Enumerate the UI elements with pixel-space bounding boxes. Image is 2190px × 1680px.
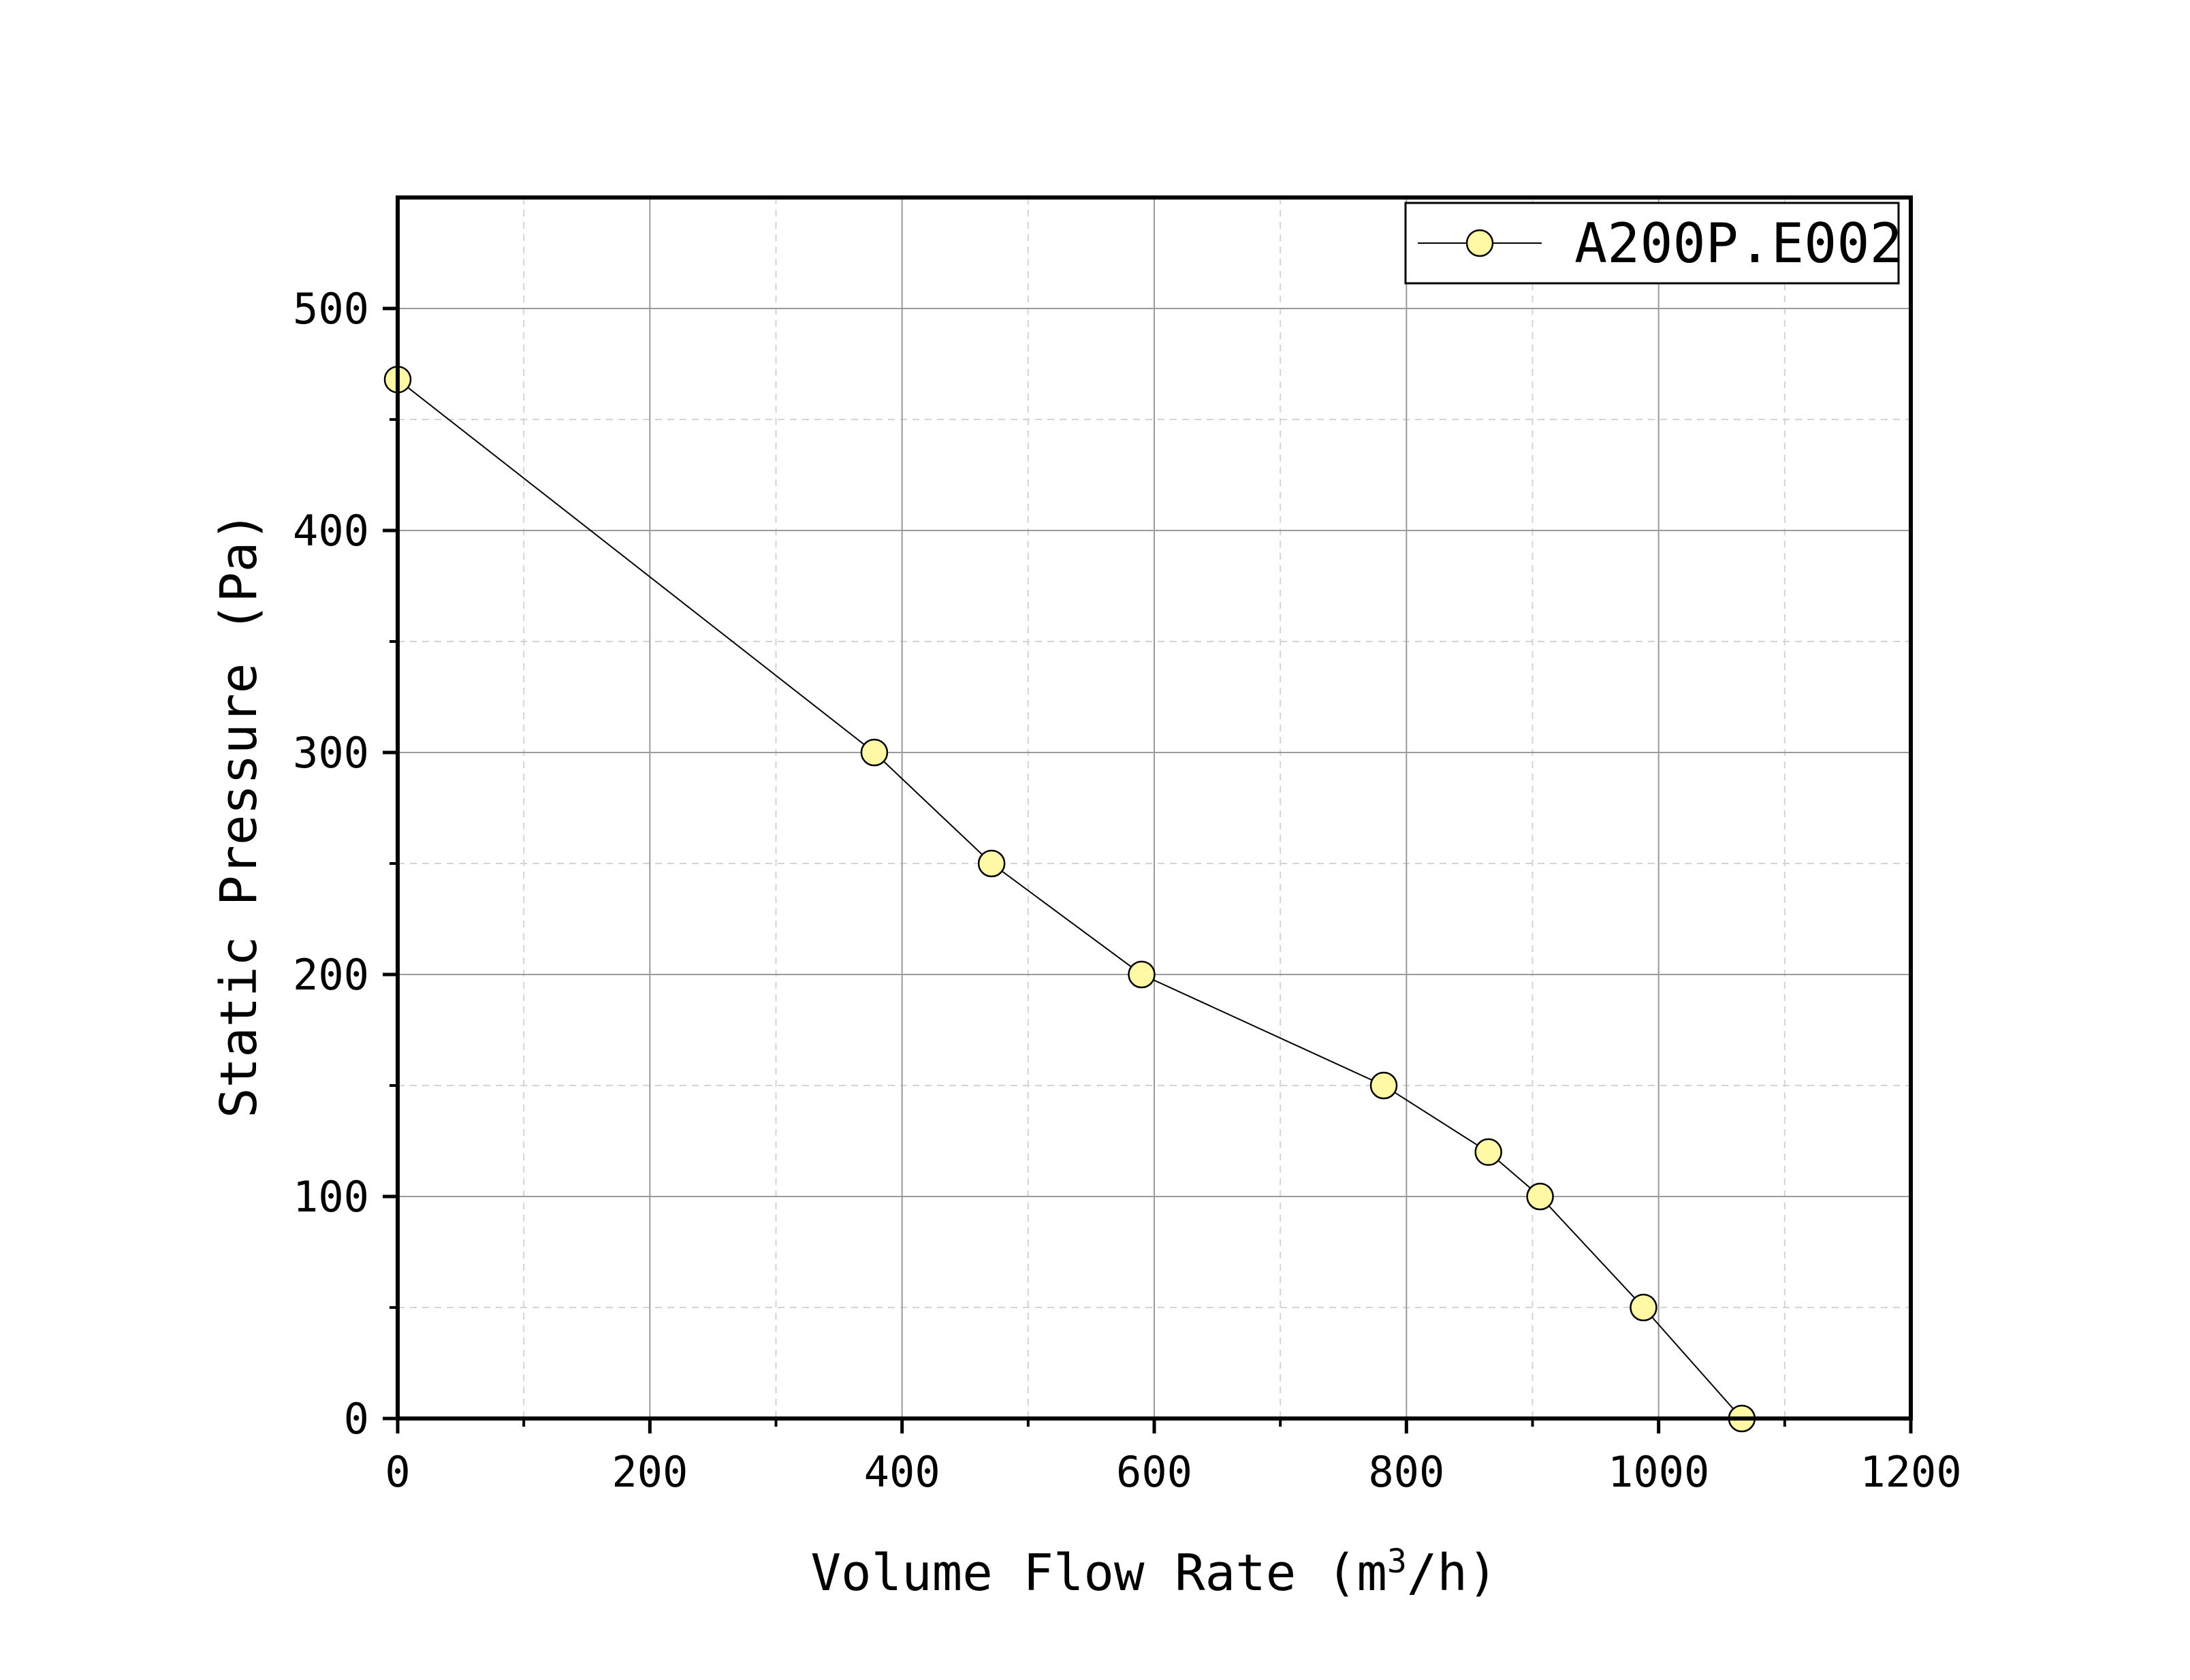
data-point bbox=[1526, 1182, 1554, 1211]
y-tick-label: 400 bbox=[293, 506, 369, 556]
y-tick-label: 500 bbox=[293, 284, 369, 334]
y-tick-label: 0 bbox=[344, 1394, 369, 1444]
data-point bbox=[1630, 1293, 1657, 1322]
series-layer bbox=[383, 366, 1756, 1433]
data-point bbox=[860, 738, 889, 767]
tick-labels: 0 200 400 600 800 1000 1200 0 100 200 300 400 500 bbox=[293, 284, 1962, 1497]
data-point bbox=[1369, 1071, 1398, 1100]
ticks bbox=[383, 306, 1913, 1433]
data-point bbox=[1474, 1138, 1502, 1167]
y-tick-label: 300 bbox=[293, 728, 369, 778]
y-tick-label: 200 bbox=[293, 950, 369, 1000]
data-point bbox=[977, 849, 1006, 878]
x-tick-label: 200 bbox=[612, 1447, 688, 1497]
y-axis-title: Static Pressure (Pa) bbox=[210, 511, 268, 1118]
x-axis-title: Volume Flow Rate (m3/h) bbox=[810, 1542, 1497, 1602]
data-point bbox=[1128, 960, 1156, 989]
x-tick-label: 1200 bbox=[1860, 1447, 1961, 1497]
x-tick-label: 400 bbox=[864, 1447, 940, 1497]
x-tick-label: 600 bbox=[1116, 1447, 1192, 1497]
y-tick-label: 100 bbox=[293, 1172, 369, 1222]
legend: A200P.E002 bbox=[1404, 202, 1903, 285]
legend-marker bbox=[1465, 229, 1494, 257]
x-tick-label: 0 bbox=[385, 1447, 410, 1497]
x-tick-label: 800 bbox=[1368, 1447, 1444, 1497]
legend-label: A200P.E002 bbox=[1574, 212, 1903, 275]
x-tick-label: 1000 bbox=[1608, 1447, 1709, 1497]
